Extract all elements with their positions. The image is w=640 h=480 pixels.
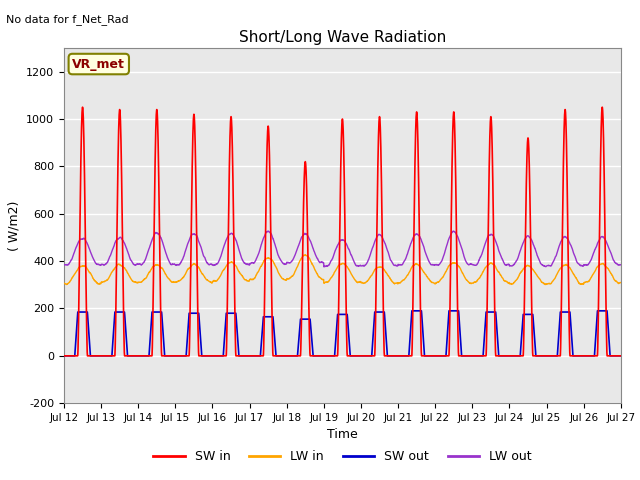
X-axis label: Time: Time (327, 429, 358, 442)
Y-axis label: ( W/m2): ( W/m2) (8, 201, 20, 251)
Title: Short/Long Wave Radiation: Short/Long Wave Radiation (239, 30, 446, 46)
Text: No data for f_Net_Rad: No data for f_Net_Rad (6, 14, 129, 25)
Legend: SW in, LW in, SW out, LW out: SW in, LW in, SW out, LW out (148, 445, 536, 468)
Text: VR_met: VR_met (72, 58, 125, 71)
